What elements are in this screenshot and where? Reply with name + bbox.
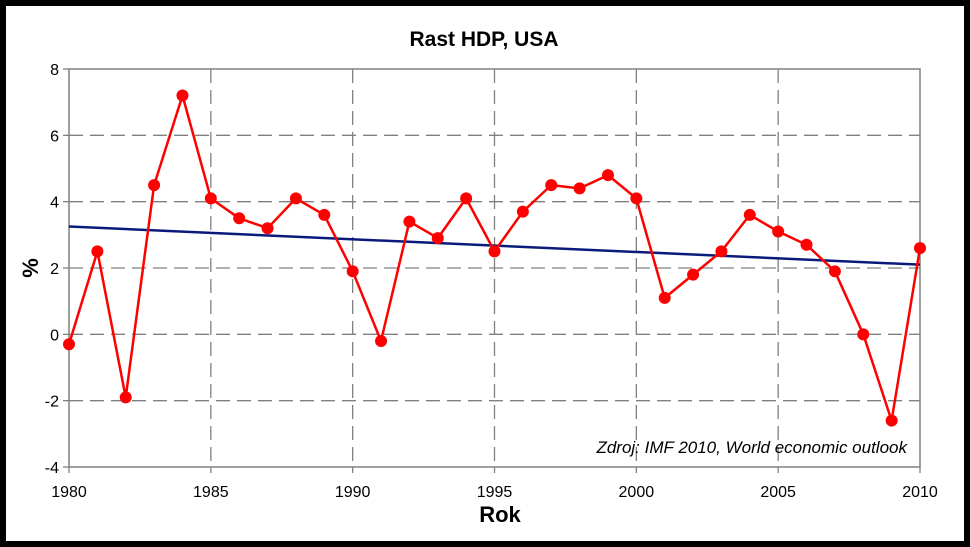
data-point xyxy=(233,212,246,225)
y-axis-label: % xyxy=(18,258,43,278)
axes xyxy=(63,68,921,473)
data-point xyxy=(375,334,388,347)
gdp-growth-chart: Rast HDP, USA -4 -2 0 2 4 6 8 1980 1985 1990 1995 2… xyxy=(18,28,938,527)
data-point xyxy=(545,179,558,192)
data-point xyxy=(658,291,671,304)
data-point xyxy=(318,208,331,221)
data-point xyxy=(91,245,104,258)
data-point xyxy=(687,268,700,281)
data-point xyxy=(148,179,161,192)
x-tick-label: 2005 xyxy=(760,484,796,501)
data-point xyxy=(630,192,643,205)
data-point xyxy=(715,245,728,258)
grid xyxy=(69,69,920,467)
y-tick-label: 8 xyxy=(50,62,59,79)
data-point xyxy=(743,208,756,221)
data-point xyxy=(403,215,416,228)
data-point xyxy=(828,265,841,278)
source-note: Zdroj: IMF 2010, World economic outlook xyxy=(595,438,908,457)
gdp-series xyxy=(63,89,926,427)
x-tick-label: 1995 xyxy=(477,484,513,501)
y-tick-label: -2 xyxy=(45,394,59,411)
x-tick-label: 1990 xyxy=(335,484,371,501)
chart-title: Rast HDP, USA xyxy=(410,28,559,51)
data-point xyxy=(488,245,501,258)
data-point xyxy=(460,192,473,205)
y-tick-label: 6 xyxy=(50,128,59,145)
x-tick-label: 2000 xyxy=(619,484,655,501)
data-point xyxy=(431,232,444,245)
x-tick-label: 2010 xyxy=(902,484,938,501)
y-tick-label: 0 xyxy=(50,327,59,344)
data-point xyxy=(63,338,75,351)
x-tick-label: 1985 xyxy=(193,484,229,501)
data-point xyxy=(289,192,302,205)
data-point xyxy=(119,391,132,404)
data-point xyxy=(772,225,785,238)
y-tick-label: -4 xyxy=(45,460,59,477)
data-point xyxy=(800,238,813,251)
x-tick-label: 1980 xyxy=(51,484,87,501)
data-point xyxy=(176,89,189,102)
data-point xyxy=(573,182,586,195)
tick-labels: -4 -2 0 2 4 6 8 1980 1985 1990 1995 2000 2005 2010 xyxy=(45,62,938,501)
y-tick-label: 2 xyxy=(50,261,59,278)
data-point xyxy=(346,265,359,278)
chart-frame: Rast HDP, USA -4 -2 0 2 4 6 8 1980 1985 1990 1995 2… xyxy=(6,6,964,541)
data-point xyxy=(204,192,217,205)
data-point xyxy=(261,222,274,235)
data-point xyxy=(914,242,926,255)
data-point xyxy=(857,328,870,341)
data-point xyxy=(885,414,898,427)
data-point xyxy=(601,169,614,182)
data-point xyxy=(516,205,529,218)
plot-area-border xyxy=(68,68,921,468)
y-tick-label: 4 xyxy=(50,195,59,212)
x-axis-label: Rok xyxy=(479,502,521,527)
